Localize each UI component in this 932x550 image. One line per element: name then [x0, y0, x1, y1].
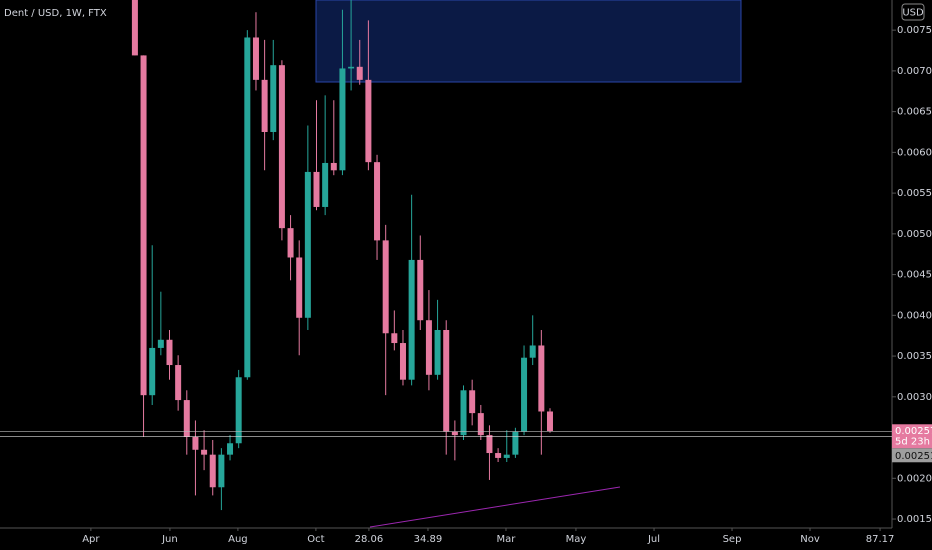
currency-box: [901, 3, 925, 21]
candle-body: [201, 449, 208, 455]
y-tick-label: 0.004000: [897, 310, 932, 321]
x-tick-label: Mar: [497, 534, 517, 545]
zone-box: [315, 0, 742, 83]
candle-body: [322, 162, 329, 207]
candle-body: [495, 453, 502, 458]
reference-price-box: [892, 448, 932, 463]
x-tick-label: Aug: [228, 534, 248, 545]
candle-body: [391, 333, 398, 344]
x-tick-label: 34.89: [414, 534, 443, 545]
reference-price-label: 0.002511: [895, 451, 932, 462]
candle-body: [218, 454, 225, 488]
candle-body: [512, 431, 519, 455]
candle-body: [356, 66, 363, 80]
candle-body: [278, 65, 285, 229]
candle-body: [313, 171, 320, 207]
chart-title: Dent / USD, 1W, FTX: [4, 8, 107, 19]
x-tick-label: Jul: [647, 534, 660, 545]
y-tick-label: 0.006000: [897, 147, 932, 158]
y-tick-label: 0.005000: [897, 229, 932, 240]
candle-body: [348, 66, 355, 69]
candle-body: [417, 259, 424, 321]
candle-body: [365, 79, 372, 163]
candle-body: [477, 413, 484, 436]
y-tick-label: 0.004500: [897, 270, 932, 281]
x-tick-label: Oct: [307, 534, 324, 545]
candle-body: [399, 343, 406, 380]
candle-body: [183, 400, 190, 437]
candle-body: [157, 339, 164, 348]
candle-body: [330, 162, 337, 171]
candle-body: [296, 257, 303, 318]
candle-body: [503, 454, 510, 458]
candle-body: [546, 411, 553, 432]
candle-body: [252, 37, 259, 80]
y-tick-label: 0.007500: [897, 25, 932, 36]
x-tick-label: 87.17: [866, 534, 895, 545]
candle-body: [166, 339, 173, 366]
y-tick-label: 0.001500: [897, 514, 932, 525]
x-tick-label: 28.06: [355, 534, 384, 545]
candle-body: [434, 330, 441, 375]
plot: [131, 0, 553, 511]
x-tick-label: May: [566, 534, 587, 545]
candle-body: [140, 55, 147, 396]
candle-body: [192, 436, 199, 450]
y-tick-label: 0.003500: [897, 351, 932, 362]
candle-body: [175, 365, 182, 401]
candle-body: [209, 454, 216, 488]
currency-label: USD: [902, 8, 924, 19]
candle-body: [131, 0, 138, 56]
candle-body: [227, 443, 234, 455]
candle-body: [521, 357, 528, 432]
x-tick-label: Nov: [800, 534, 820, 545]
trend-line: [369, 486, 621, 528]
candle-body: [443, 330, 450, 432]
x-tick-label: Apr: [82, 534, 100, 545]
candle-body: [529, 345, 536, 358]
x-tick-label: Jun: [161, 534, 178, 545]
candle-body: [304, 171, 311, 318]
candle-body: [244, 37, 251, 378]
countdown-label: 5d 23h: [895, 436, 930, 447]
y-tick-label: 0.006500: [897, 107, 932, 118]
y-tick-label: 0.002000: [897, 473, 932, 484]
x-tick-label: Sep: [723, 534, 742, 545]
y-tick-label: 0.005500: [897, 188, 932, 199]
candle-body: [374, 162, 381, 241]
candle-body: [235, 377, 242, 444]
candle-body: [339, 68, 346, 171]
candle-body: [469, 390, 476, 414]
candle-body: [486, 435, 493, 454]
candle-body: [149, 347, 156, 396]
candle-body: [460, 390, 467, 436]
y-tick-label: 0.007000: [897, 66, 932, 77]
candle-body: [538, 345, 545, 412]
candle-body: [451, 431, 458, 436]
candle-body: [261, 79, 268, 132]
candle-body: [270, 65, 277, 132]
candle-body: [382, 240, 389, 334]
last-price-label: 0.002577: [895, 426, 932, 437]
candle-body: [408, 259, 415, 380]
y-tick-label: 0.003000: [897, 392, 932, 403]
last-price-box: [892, 424, 932, 449]
candle-body: [425, 320, 432, 375]
candle-body: [287, 228, 294, 258]
